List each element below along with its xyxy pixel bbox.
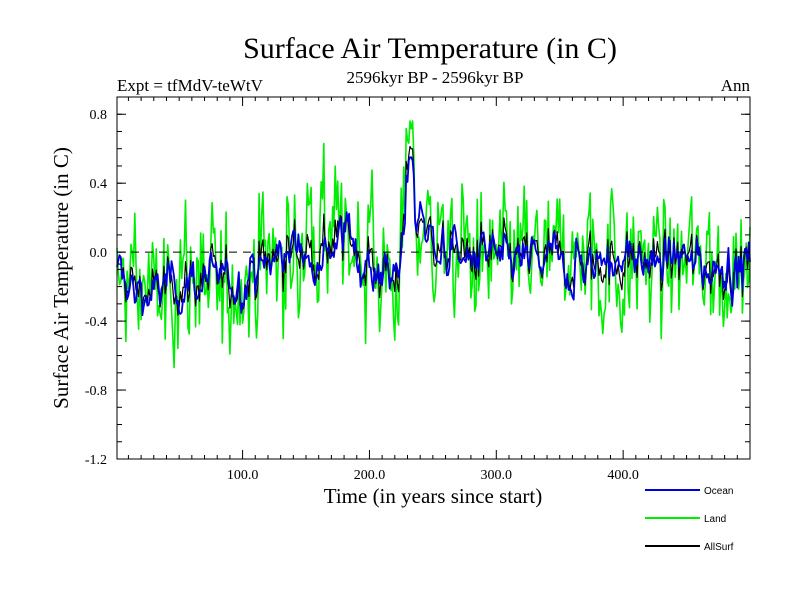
y-tick-label: 0.4 [90, 177, 108, 192]
y-tick-label: -0.4 [85, 315, 107, 330]
x-tick-label: 300.0 [481, 468, 513, 483]
series-line-land [116, 120, 751, 369]
series-line-allsurf [116, 145, 751, 316]
legend-label-ocean: Ocean [704, 486, 733, 497]
x-axis-label: Time (in years since start) [324, 484, 543, 508]
x-tick-label: 200.0 [354, 468, 386, 483]
x-tick-label: 400.0 [607, 468, 639, 483]
legend: Ocean Land AllSurf [645, 486, 734, 553]
y-tick-label: 0.8 [90, 108, 108, 123]
plot-area: -1.2 -0.8 -0.4 0.0 0.4 0.8 100.0 200.0 300.0 400.… [85, 96, 751, 483]
plot-frame [116, 96, 751, 460]
y-axis-label: Surface Air Temperature (in C) [49, 147, 73, 409]
chart-title: Surface Air Temperature (in C) [243, 32, 617, 65]
series-layer [116, 120, 751, 369]
chart-subtitle: 2596kyr BP - 2596kyr BP [347, 68, 524, 87]
y-tick-label: -1.2 [85, 453, 107, 468]
series-line-ocean [116, 156, 751, 317]
legend-label-land: Land [704, 514, 726, 525]
y-tick-label: -0.8 [85, 384, 107, 399]
x-tick-label: 100.0 [227, 468, 259, 483]
y-tick-label: 0.0 [90, 246, 108, 261]
season-label: Ann [721, 76, 751, 95]
legend-label-allsurf: AllSurf [704, 542, 734, 553]
experiment-label: Expt = tfMdV-teWtV [117, 76, 264, 95]
tick-layer: -1.2 -0.8 -0.4 0.0 0.4 0.8 100.0 200.0 300.0 400.… [85, 96, 750, 483]
